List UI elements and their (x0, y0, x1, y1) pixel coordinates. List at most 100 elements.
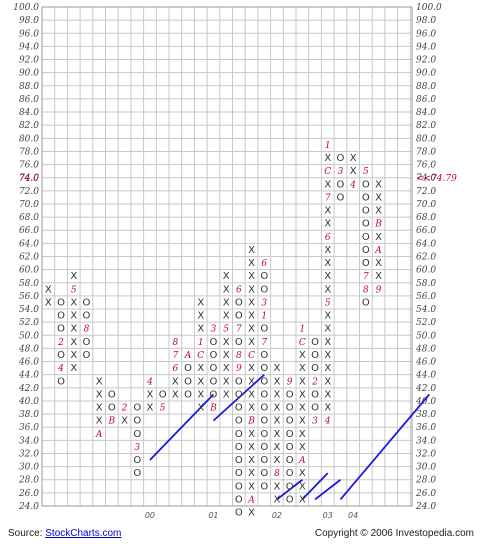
month-marker: 9 (376, 285, 382, 295)
y-tick-label-left: 96.0 (19, 29, 39, 39)
month-marker: B (209, 404, 217, 414)
x-box: X (299, 403, 306, 414)
x-box: X (350, 153, 357, 164)
trend-line (276, 479, 303, 501)
month-marker: 6 (172, 364, 178, 374)
y-tick-label-left: 34.0 (19, 436, 39, 446)
x-box: X (375, 179, 382, 190)
y-axis-right: 24.0 26.0 28.0 30.0 32.0 34.0 36.0 38.0 40.0 42.0… (415, 3, 442, 512)
y-tick-label-left: 26.0 (18, 489, 39, 499)
month-marker: 3 (261, 298, 267, 308)
y-tick-label-right: 50.0 (416, 331, 436, 341)
month-marker: C (197, 351, 204, 361)
y-tick-label-right: 74.0 (416, 174, 436, 184)
x-box: X (375, 258, 382, 269)
month-marker: A (184, 351, 192, 361)
y-tick-label-left: 74.0 (19, 174, 39, 184)
y-tick-label-left: 88.0 (19, 82, 39, 92)
source-link[interactable]: StockCharts.com (45, 528, 122, 539)
x-box: X (375, 192, 382, 203)
trend-lines (149, 374, 431, 501)
y-tick-label-right: 70.0 (416, 200, 436, 210)
x-box: X (197, 297, 204, 308)
x-box: X (274, 494, 281, 505)
x-box: X (147, 403, 154, 414)
x-box: X (324, 350, 331, 361)
x-box: X (223, 311, 230, 322)
month-marker: B (374, 220, 382, 230)
trend-line (339, 393, 431, 501)
month-marker: 4 (324, 417, 331, 427)
x-box: X (274, 442, 281, 453)
trend-line (301, 472, 329, 501)
x-box: X (172, 376, 179, 387)
y-tick-label-left: 46.0 (18, 358, 39, 368)
y-tick-label-left: 98.0 (19, 16, 39, 26)
x-box: X (299, 350, 306, 361)
x-box: X (223, 271, 230, 282)
month-marker: 6 (261, 259, 267, 269)
y-tick-label-left: 64.0 (19, 239, 39, 249)
month-marker: C (248, 351, 255, 361)
x-box: X (299, 429, 306, 440)
o-box: O (260, 442, 268, 453)
month-marker: 5 (325, 298, 331, 308)
source-prefix: Source: (8, 528, 43, 539)
o-box: O (260, 284, 268, 295)
month-marker: 6 (325, 233, 331, 243)
x-box: X (248, 481, 255, 492)
x-box: X (324, 179, 331, 190)
o-box: O (260, 324, 268, 335)
month-marker: 3 (338, 167, 344, 177)
x-box: X (70, 271, 77, 282)
x-box: X (197, 324, 204, 335)
y-tick-label-right: 64.0 (416, 239, 436, 249)
x-box: X (324, 337, 331, 348)
month-marker: A (374, 246, 382, 256)
x-box: X (324, 271, 331, 282)
x-tick-label: 03 (323, 511, 333, 520)
x-box: X (197, 376, 204, 387)
x-tick-label: 01 (208, 511, 218, 520)
month-marker: 1 (299, 325, 305, 335)
x-box: X (248, 297, 255, 308)
x-box: X (248, 508, 255, 519)
x-box: X (248, 389, 255, 400)
o-box: O (362, 245, 370, 256)
o-box: O (210, 363, 218, 374)
trend-line (212, 374, 265, 422)
y-tick-label-right: 24.0 (415, 502, 436, 512)
month-marker: 4 (349, 180, 356, 190)
x-box: X (197, 389, 204, 400)
x-box: X (248, 245, 255, 256)
y-tick-label-right: 78.0 (416, 147, 436, 157)
o-box: O (337, 179, 345, 190)
x-box: X (96, 416, 103, 427)
month-marker: 2 (121, 404, 128, 414)
o-box: O (311, 350, 319, 361)
x-box: X (299, 376, 306, 387)
x-box: X (324, 284, 331, 295)
o-box: O (260, 363, 268, 374)
x-box: X (70, 324, 77, 335)
month-marker: 8 (172, 338, 178, 348)
x-box: X (299, 468, 306, 479)
month-marker: C (324, 167, 331, 177)
month-marker: 2 (311, 377, 318, 387)
x-box: X (324, 258, 331, 269)
month-marker: 7 (172, 351, 178, 361)
o-box: O (133, 416, 141, 427)
y-tick-label-right: 32.0 (416, 449, 436, 459)
month-marker: C (299, 338, 306, 348)
x-box: X (45, 297, 52, 308)
month-marker: 9 (236, 364, 242, 374)
o-box: O (57, 324, 65, 335)
o-box: O (362, 232, 370, 243)
o-box: O (260, 468, 268, 479)
o-box: O (260, 376, 268, 387)
x-tick-label: 00 (145, 511, 155, 520)
y-tick-label-right: 68.0 (416, 213, 436, 223)
month-marker: 6 (236, 285, 242, 295)
o-box: O (286, 494, 294, 505)
o-box: O (311, 389, 319, 400)
